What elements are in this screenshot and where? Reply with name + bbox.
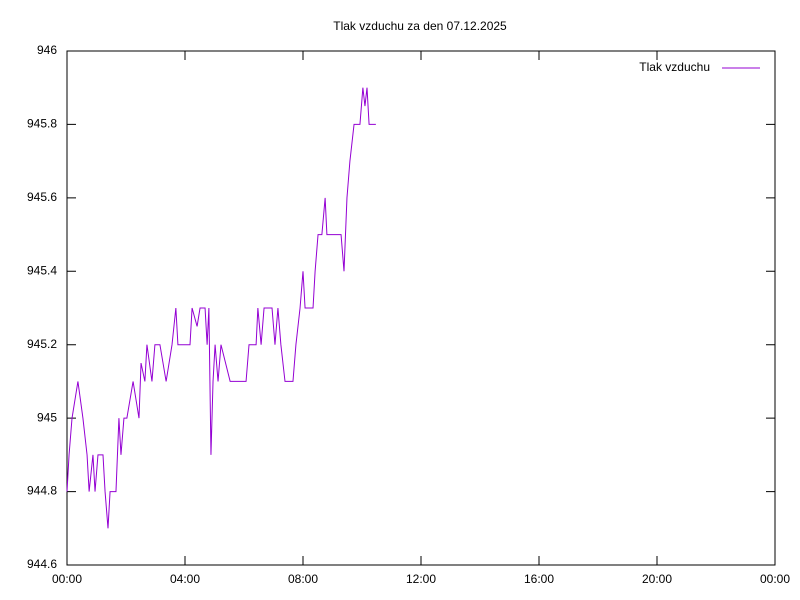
y-tick-label: 944.8 xyxy=(27,484,57,498)
x-tick-label: 08:00 xyxy=(288,572,318,586)
x-tick-label: 12:00 xyxy=(406,572,436,586)
x-tick-label: 04:00 xyxy=(170,572,200,586)
y-tick-label: 945.6 xyxy=(27,190,57,204)
plot-border xyxy=(66,50,776,566)
x-tick-label: 00:00 xyxy=(52,572,82,586)
y-tick-label: 945 xyxy=(37,410,57,424)
chart-title: Tlak vzduchu za den 07.12.2025 xyxy=(333,19,507,33)
y-tick-label: 945.4 xyxy=(27,263,57,277)
y-tick-label: 944.6 xyxy=(27,557,57,571)
x-tick-label: 00:00 xyxy=(760,572,790,586)
y-tick-label: 945.8 xyxy=(27,117,57,131)
x-tick-label: 20:00 xyxy=(642,572,672,586)
legend-label: Tlak vzduchu xyxy=(639,60,710,74)
y-tick-label: 945.2 xyxy=(27,337,57,351)
y-tick-label: 946 xyxy=(37,43,57,57)
data-line xyxy=(66,87,376,529)
x-tick-label: 16:00 xyxy=(524,572,554,586)
